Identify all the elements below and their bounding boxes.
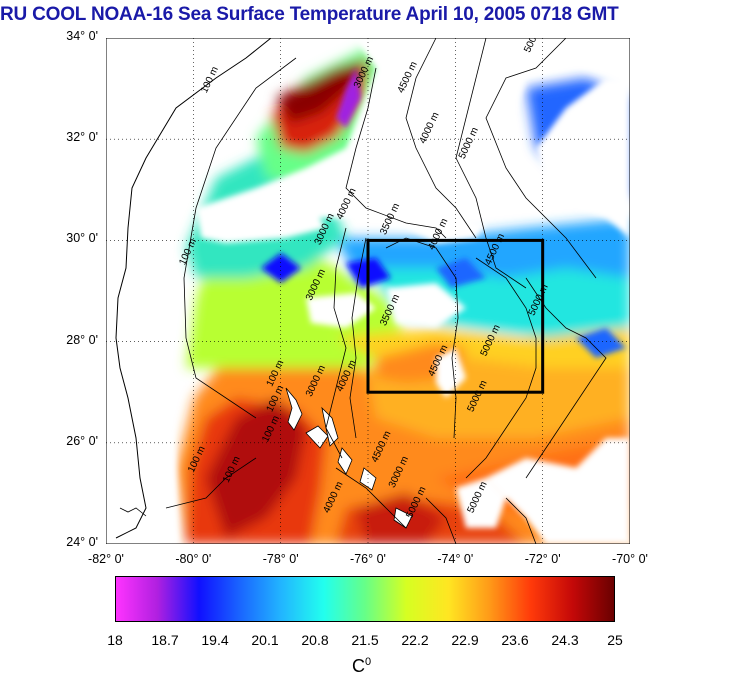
latitude-label: 26° 0' [66, 433, 98, 448]
bathymetry-contours [165, 38, 607, 544]
map-title: RU COOL NOAA-16 Sea Surface Temperature … [0, 4, 619, 25]
colorbar-tick-label: 22.9 [451, 632, 479, 648]
colorbar-tick-label: 19.4 [201, 632, 229, 648]
colorbar-tick-label: 20.1 [251, 632, 279, 648]
latitude-label: 34° 0' [66, 29, 98, 43]
colorbar [115, 576, 615, 622]
longitude-label: -82° 0' [88, 552, 124, 566]
colorbar-tick-label: 18.7 [151, 632, 179, 648]
longitude-label: -72° 0' [524, 552, 561, 566]
colorbar-unit: C0 [352, 656, 372, 676]
colorbar-tick-label: 24.3 [551, 632, 579, 648]
colorbar-tick-label: 22.2 [401, 632, 429, 648]
cloud-mask [106, 38, 630, 544]
colorbar-tick-label: 21.5 [351, 632, 379, 648]
latitude-label: 28° 0' [66, 332, 98, 347]
latitude-label: 32° 0' [66, 130, 98, 145]
longitude-label: -74° 0' [437, 552, 474, 566]
colorbar-tick-label: 18 [107, 632, 123, 648]
longitude-label: -80° 0' [175, 552, 212, 566]
colorbar-tick-label: 23.6 [501, 632, 529, 648]
study-area-box [366, 238, 545, 394]
longitude-label: -70° 0' [612, 552, 648, 566]
latitude-label: 30° 0' [66, 231, 98, 246]
longitude-label: -76° 0' [350, 552, 386, 566]
colorbar-tick-label: 20.8 [301, 632, 329, 648]
longitude-label: -78° 0' [262, 552, 299, 566]
colorbar-tick-label: 25 [607, 632, 623, 648]
latitude-label: 24° 0' [66, 535, 98, 549]
